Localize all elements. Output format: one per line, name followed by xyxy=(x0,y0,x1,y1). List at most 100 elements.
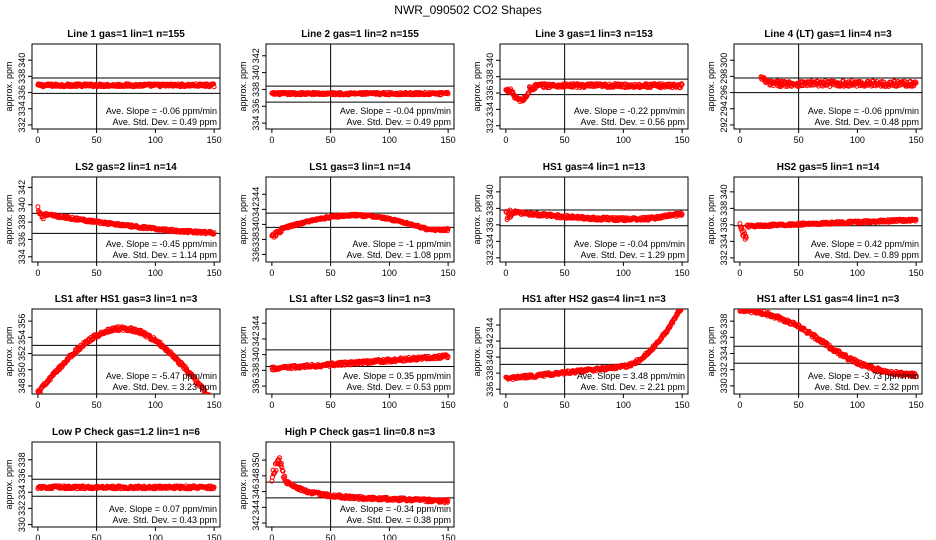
y-tick-label: 330 xyxy=(17,517,27,532)
y-tick-label: 332 xyxy=(719,250,729,265)
data-point xyxy=(276,457,282,463)
y-tick-label: 350 xyxy=(17,362,27,377)
data-points xyxy=(35,204,217,237)
x-tick-label: 100 xyxy=(850,400,865,410)
y-tick-label: 344 xyxy=(251,187,261,202)
y-tick-label: 330 xyxy=(719,378,729,393)
data-point xyxy=(680,303,684,307)
plot-frame xyxy=(499,176,689,263)
x-tick-label: 100 xyxy=(382,135,397,145)
data-points xyxy=(503,81,685,105)
x-tick-label: 0 xyxy=(269,533,274,540)
data-point xyxy=(76,347,82,353)
x-tick-label: 0 xyxy=(503,135,508,145)
y-tick-label: 338 xyxy=(719,201,729,216)
y-axis-label: approx. ppm xyxy=(4,326,14,376)
data-point xyxy=(207,392,212,394)
slope-label: Ave. Slope = -0.45 ppm/min xyxy=(106,239,217,249)
data-point xyxy=(445,497,451,502)
data-point xyxy=(37,389,43,394)
data-points xyxy=(758,74,919,89)
y-tick-label: 338 xyxy=(485,69,495,84)
data-point xyxy=(741,228,747,234)
plot-frame xyxy=(733,43,923,130)
data-point xyxy=(445,228,450,234)
data-point xyxy=(211,81,216,87)
data-point xyxy=(445,91,451,97)
y-tick-label: 356 xyxy=(17,314,27,329)
x-tick-label: 100 xyxy=(382,400,397,410)
y-tick-label: 336 xyxy=(485,382,495,397)
y-tick-label: 338 xyxy=(485,201,495,216)
x-tick-label: 100 xyxy=(148,400,163,410)
data-point xyxy=(273,468,279,473)
x-tick-label: 100 xyxy=(850,135,865,145)
x-tick-label: 50 xyxy=(92,400,102,410)
panel-title: HS1 gas=4 lin=1 n=13 xyxy=(543,162,646,173)
x-tick-label: 150 xyxy=(207,268,222,278)
data-point xyxy=(679,309,684,312)
data-point xyxy=(742,231,748,237)
panel-title: LS1 gas=3 lin=1 n=14 xyxy=(309,162,411,173)
chart-panel-9: LS1 after HS1 gas=3 lin=1 n=3 0 50 100 150 34… xyxy=(4,294,222,410)
plot-frame xyxy=(499,308,689,395)
data-points xyxy=(269,211,451,240)
data-point xyxy=(207,393,210,394)
data-point xyxy=(796,322,802,328)
x-tick-label: 100 xyxy=(616,268,631,278)
x-tick-label: 100 xyxy=(382,533,397,540)
data-points xyxy=(269,455,451,505)
data-points xyxy=(35,324,212,394)
data-point xyxy=(912,371,918,377)
y-tick-label: 340 xyxy=(251,347,261,362)
data-points xyxy=(503,207,685,224)
x-tick-label: 50 xyxy=(326,533,336,540)
std-dev-label: Ave. Std. Dev. = 2.21 ppm xyxy=(581,382,685,392)
y-tick-label: 336 xyxy=(251,247,261,262)
y-tick-label: 332 xyxy=(719,362,729,377)
std-dev-label: Ave. Std. Dev. = 2.32 ppm xyxy=(815,382,919,392)
y-tick-label: 344 xyxy=(485,318,495,333)
x-tick-label: 0 xyxy=(35,135,40,145)
x-tick-label: 100 xyxy=(616,135,631,145)
panel-title: LS1 after HS1 gas=3 lin=1 n=3 xyxy=(55,294,198,305)
y-tick-label: 334 xyxy=(719,346,729,361)
x-tick-label: 100 xyxy=(616,400,631,410)
y-tick-label: 350 xyxy=(251,453,261,468)
x-tick-label: 50 xyxy=(326,400,336,410)
std-dev-label: Ave. Std. Dev. = 0.49 ppm xyxy=(113,117,217,127)
data-point xyxy=(280,468,286,474)
chart-panel-11: HS1 after HS2 gas=4 lin=1 n=3 0 50 100 150 33… xyxy=(472,294,690,410)
y-tick-label: 340 xyxy=(485,184,495,199)
x-tick-label: 150 xyxy=(909,135,924,145)
y-tick-label: 348 xyxy=(251,468,261,483)
x-tick-label: 0 xyxy=(35,533,40,540)
data-point xyxy=(282,473,288,479)
data-points xyxy=(737,216,919,242)
x-tick-label: 100 xyxy=(382,268,397,278)
data-point xyxy=(836,349,842,355)
x-tick-label: 0 xyxy=(737,400,742,410)
y-tick-label: 334 xyxy=(17,101,27,116)
x-tick-label: 50 xyxy=(560,400,570,410)
y-tick-label: 294 xyxy=(719,101,729,116)
panel-title: Line 3 gas=1 lin=3 n=153 xyxy=(535,29,653,40)
y-tick-label: 336 xyxy=(17,85,27,100)
y-tick-label: 338 xyxy=(251,363,261,378)
y-tick-label: 336 xyxy=(485,217,495,232)
x-tick-label: 50 xyxy=(92,268,102,278)
slope-label: Ave. Slope = -1 ppm/min xyxy=(352,239,451,249)
data-point xyxy=(659,336,665,341)
y-tick-label: 342 xyxy=(485,334,495,349)
data-point xyxy=(35,204,41,210)
data-point xyxy=(211,230,217,236)
y-tick-label: 342 xyxy=(17,180,27,195)
y-tick-label: 334 xyxy=(17,249,27,264)
y-axis-label: approx. ppm xyxy=(472,194,482,244)
data-point xyxy=(204,391,209,394)
x-tick-label: 150 xyxy=(675,268,690,278)
data-point xyxy=(743,235,749,241)
